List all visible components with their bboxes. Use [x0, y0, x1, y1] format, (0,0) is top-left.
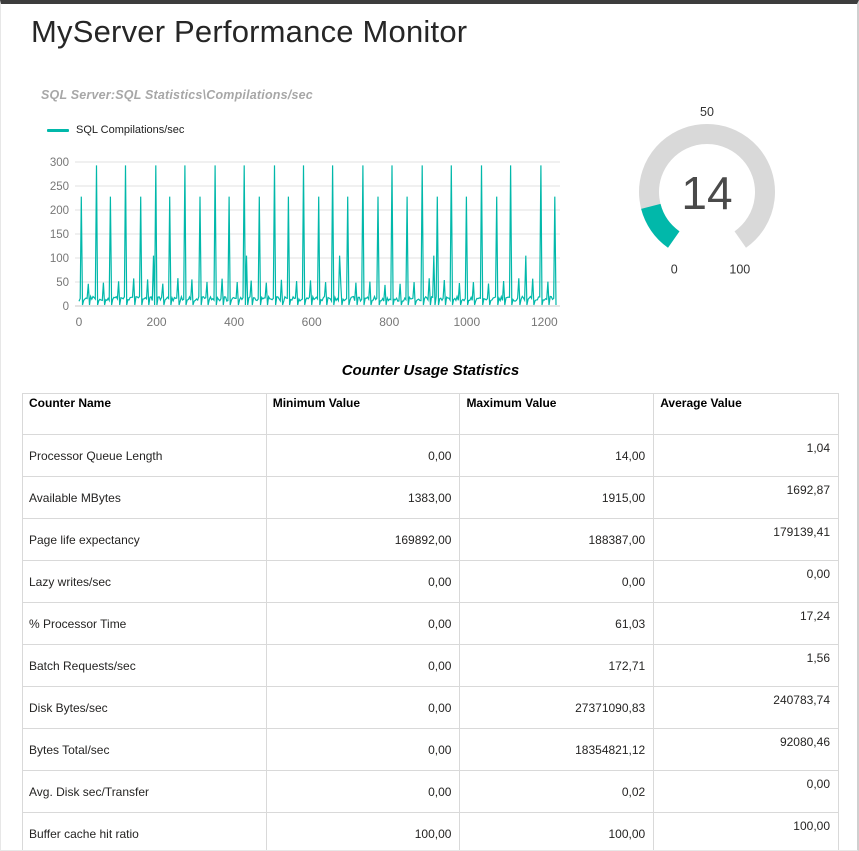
- y-axis-tick-label: 0: [63, 301, 69, 313]
- cell-value: 179139,41: [653, 518, 839, 561]
- cell-value: 1,04: [653, 434, 839, 477]
- y-axis-tick-label: 250: [50, 181, 69, 193]
- gauge-mid-label: 50: [700, 105, 714, 119]
- y-axis-tick-label: 300: [50, 157, 69, 169]
- y-axis-tick-label: 200: [50, 205, 69, 217]
- gauge-value-arc: [641, 203, 680, 248]
- cell-value: 0,00: [265, 644, 461, 687]
- table-row[interactable]: Processor Queue Length 0,00 14,00 1,04: [22, 434, 839, 477]
- x-axis-tick-label: 400: [224, 315, 244, 329]
- x-axis-tick-label: 0: [76, 315, 83, 329]
- table-row[interactable]: Page life expectancy 169892,00 188387,00 17…: [22, 518, 839, 561]
- gauge-max-label: 100: [729, 262, 750, 276]
- table-row[interactable]: % Processor Time 0,00 61,03 17,24: [22, 602, 839, 645]
- table-row[interactable]: Batch Requests/sec 0,00 172,71 1,56: [22, 644, 839, 687]
- cell-value: 0,00: [653, 560, 839, 603]
- column-header-counter-name[interactable]: Counter Name: [22, 393, 267, 435]
- cell-value: 169892,00: [265, 518, 461, 561]
- cell-counter-name: Available MBytes: [22, 476, 267, 519]
- x-axis-tick-label: 600: [302, 315, 322, 329]
- cell-counter-name: Processor Queue Length: [22, 434, 267, 477]
- cell-value: 14,00: [459, 434, 655, 477]
- cell-value: 92080,46: [653, 728, 839, 771]
- table-row[interactable]: Disk Bytes/sec 0,00 27371090,83 240783,74: [22, 686, 839, 729]
- counter-usage-table[interactable]: Counter Name Minimum Value Maximum Value Av…: [22, 393, 839, 850]
- table-header-row: Counter Name Minimum Value Maximum Value Av…: [22, 393, 839, 435]
- compilations-line-series: [78, 165, 557, 306]
- cell-counter-name: % Processor Time: [22, 602, 267, 645]
- cell-value: 100,00: [265, 812, 461, 850]
- legend-line-swatch: [47, 128, 69, 132]
- cell-counter-name: Avg. Disk sec/Transfer: [22, 770, 267, 813]
- cell-counter-name: Disk Bytes/sec: [22, 686, 267, 729]
- cell-counter-name: Page life expectancy: [22, 518, 267, 561]
- column-header-average-value[interactable]: Average Value: [653, 393, 839, 435]
- gauge-min-label: 0: [671, 262, 678, 276]
- x-axis-tick-label: 1200: [531, 315, 558, 329]
- line-chart-title: SQL Server:SQL Statistics\Compilations/s…: [41, 88, 313, 102]
- cell-value: 0,02: [459, 770, 655, 813]
- cell-counter-name: Lazy writes/sec: [22, 560, 267, 603]
- x-axis-tick-label: 200: [147, 315, 167, 329]
- gauge-svg[interactable]: 14 50 0 100: [597, 96, 829, 292]
- cell-value: 1383,00: [265, 476, 461, 519]
- cell-value: 27371090,83: [459, 686, 655, 729]
- gauge-track-arc: [639, 124, 775, 248]
- y-axis-tick-label: 150: [50, 229, 69, 241]
- cell-value: 0,00: [265, 602, 461, 645]
- page-title: MyServer Performance Monitor: [31, 14, 468, 49]
- cell-counter-name: Buffer cache hit ratio: [22, 812, 267, 850]
- table-title: Counter Usage Statistics: [341, 362, 520, 379]
- table-row[interactable]: Buffer cache hit ratio 100,00 100,00 100,00: [22, 812, 839, 850]
- table-header: Counter Name Minimum Value Maximum Value Av…: [22, 393, 839, 435]
- y-axis-tick-label: 100: [50, 253, 69, 265]
- cell-value: 0,00: [459, 560, 655, 603]
- cell-value: 61,03: [459, 602, 655, 645]
- table-body: Processor Queue Length 0,00 14,00 1,04 Avail…: [22, 434, 839, 850]
- cell-value: 0,00: [653, 770, 839, 813]
- cell-value: 18354821,12: [459, 728, 655, 771]
- cell-value: 0,00: [265, 728, 461, 771]
- column-header-maximum-value[interactable]: Maximum Value: [459, 393, 655, 435]
- cell-counter-name: Bytes Total/sec: [22, 728, 267, 771]
- cell-value: 188387,00: [459, 518, 655, 561]
- cell-value: 1692,87: [653, 476, 839, 519]
- x-axis-tick-label: 1000: [453, 315, 480, 329]
- cell-value: 17,24: [653, 602, 839, 645]
- cell-value: 0,00: [265, 770, 461, 813]
- line-chart-svg[interactable]: 0 50 100 150 200 250 300 0 200 400 600 800 1000 1200: [29, 146, 574, 344]
- table-row[interactable]: Available MBytes 1383,00 1915,00 1692,87: [22, 476, 839, 519]
- cell-counter-name: Batch Requests/sec: [22, 644, 267, 687]
- cell-value: 0,00: [265, 434, 461, 477]
- cell-value: 172,71: [459, 644, 655, 687]
- cell-value: 240783,74: [653, 686, 839, 729]
- gauge-value-callout: 14: [681, 167, 732, 219]
- table-row[interactable]: Bytes Total/sec 0,00 18354821,12 92080,46: [22, 728, 839, 771]
- column-header-minimum-value[interactable]: Minimum Value: [265, 393, 461, 435]
- cell-value: 0,00: [265, 560, 461, 603]
- cell-value: 1915,00: [459, 476, 655, 519]
- cell-value: 0,00: [265, 686, 461, 729]
- legend-label: SQL Compilations/sec: [76, 124, 185, 136]
- x-axis-tick-label: 800: [379, 315, 399, 329]
- table-row[interactable]: Lazy writes/sec 0,00 0,00 0,00: [22, 560, 839, 603]
- y-axis-tick-label: 50: [56, 277, 69, 289]
- table-row[interactable]: Avg. Disk sec/Transfer 0,00 0,02 0,00: [22, 770, 839, 813]
- cell-value: 1,56: [653, 644, 839, 687]
- cell-value: 100,00: [459, 812, 655, 850]
- cell-value: 100,00: [653, 812, 839, 850]
- line-chart-legend[interactable]: SQL Compilations/sec: [47, 124, 184, 136]
